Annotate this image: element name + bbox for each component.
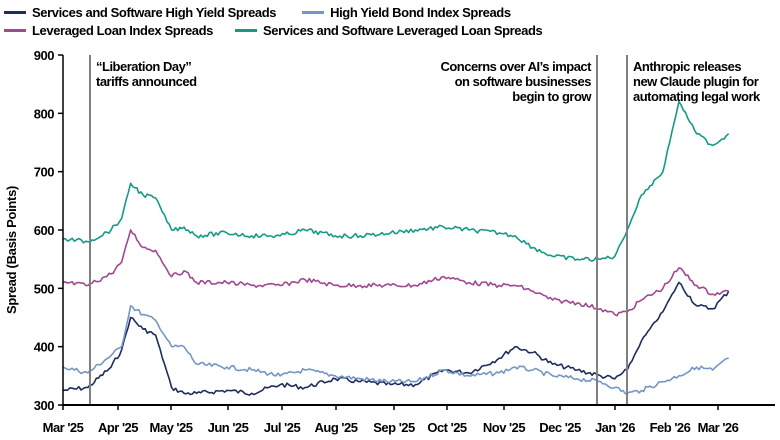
legend-label: Services and Software High Yield Spreads (32, 4, 277, 20)
series-line (62, 304, 729, 395)
x-tick-label: Dec '25 (539, 420, 581, 435)
y-axis-label: Spread (Basis Points) (4, 186, 19, 314)
y-tick-label: 300 (34, 398, 54, 413)
x-tick-label: Apr '25 (98, 420, 138, 435)
y-tick-label: 500 (34, 281, 54, 296)
x-tick-label: Mar '25 (43, 420, 84, 435)
legend-item-leveraged-loan-index: Leveraged Loan Index Spreads (4, 23, 213, 38)
event-annotation-text: automating legal work (633, 89, 761, 104)
event-annotation-text: “Liberation Day” (96, 59, 191, 74)
x-tick-label: Aug '25 (315, 420, 358, 435)
y-tick-label: 600 (34, 223, 54, 238)
legend-swatch-icon (302, 10, 325, 14)
legend-swatch-icon (234, 28, 257, 32)
x-tick-label: Feb '26 (650, 420, 691, 435)
event-annotation-text: begin to grow (512, 89, 592, 104)
legend-item-ss-leveraged-loan: Services and Software Leveraged Loan Spr… (234, 22, 543, 38)
event-annotation-text: Concerns over AI’s impact (440, 59, 592, 74)
chart-legend: Services and Software High Yield Spreads… (4, 3, 564, 39)
x-tick-label: Mar '26 (698, 420, 739, 435)
series-line (62, 281, 730, 396)
legend-item-ss-high-yield: Services and Software High Yield Spreads (4, 4, 277, 20)
series-line (62, 100, 730, 262)
event-annotation-text: new Claude plugin for (633, 74, 759, 89)
x-tick-label: Sep '25 (373, 420, 415, 435)
x-tick-label: Jan '26 (595, 420, 635, 435)
event-annotation-text: Anthropic releases (633, 59, 741, 74)
event-annotation-text: tariffs announced (96, 74, 197, 89)
y-tick-label: 700 (34, 165, 54, 180)
x-tick-label: Oct '25 (427, 420, 467, 435)
y-tick-label: 800 (34, 106, 54, 121)
x-tick-label: Jun '25 (208, 420, 249, 435)
legend-swatch-icon (4, 10, 26, 14)
legend-label: Services and Software Leveraged Loan Spr… (262, 22, 543, 38)
event-annotation-text: on software businesses (455, 74, 592, 89)
legend-item-hy-bond-index: High Yield Bond Index Spreads (302, 5, 511, 20)
legend-label: High Yield Bond Index Spreads (330, 4, 511, 20)
x-tick-label: May '25 (150, 420, 193, 435)
y-tick-label: 400 (34, 340, 54, 355)
series-line (62, 229, 729, 317)
legend-label: Leveraged Loan Index Spreads (32, 22, 213, 38)
x-tick-label: Jul '25 (264, 420, 301, 435)
y-tick-label: 900 (34, 48, 54, 63)
legend-swatch-icon (4, 28, 26, 32)
x-tick-label: Nov '25 (483, 420, 525, 435)
